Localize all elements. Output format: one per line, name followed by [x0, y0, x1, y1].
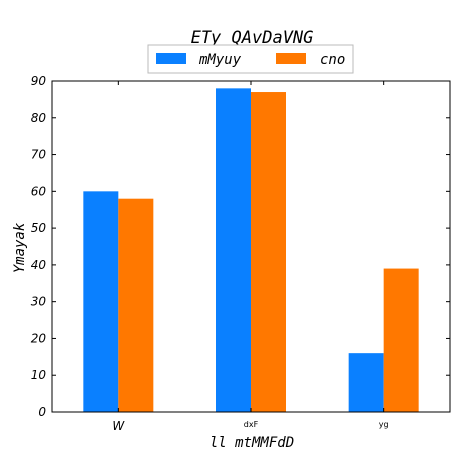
y-tick-label: 60 — [31, 184, 47, 198]
x-tick-label: dxF — [244, 420, 259, 429]
legend: mMyuy cno — [147, 44, 354, 74]
chart-title: ETy QAvDaVNG — [191, 28, 314, 48]
y-tick-label: 10 — [31, 368, 47, 382]
y-tick-label: 30 — [31, 295, 47, 309]
x-tick-label: yg — [379, 420, 389, 429]
y-tick-label: 80 — [31, 111, 47, 125]
y-tick-label: 0 — [38, 405, 46, 419]
y-tick-label: 20 — [31, 331, 47, 345]
y-tick-label: 50 — [31, 221, 47, 235]
bar-dxF-series-1 — [216, 88, 251, 412]
bars-group — [83, 88, 419, 413]
y-tick-label: 40 — [31, 258, 47, 272]
y-axis-ticks: 0 10 20 30 40 50 60 70 80 90 — [31, 74, 450, 419]
bar-yg-series-1 — [348, 353, 384, 412]
plot-frame — [51, 80, 451, 413]
y-tick-label: 90 — [31, 74, 47, 88]
legend-swatch-series-2 — [276, 53, 306, 64]
y-tick-label: 70 — [31, 148, 47, 162]
bar-dxF-series-2 — [251, 92, 286, 413]
legend-label-series-1: mMyuy — [198, 52, 242, 68]
x-axis-label: ll mtMMFdD — [210, 435, 294, 451]
y-axis-label: Ymayak — [12, 222, 28, 273]
legend-label-series-2: cno — [320, 52, 345, 68]
bar-W-series-1 — [83, 191, 119, 412]
x-tick-label: W — [112, 419, 125, 433]
bar-yg-series-2 — [383, 268, 419, 412]
legend-swatch-series-1 — [156, 53, 186, 64]
bar-W-series-2 — [118, 198, 154, 412]
